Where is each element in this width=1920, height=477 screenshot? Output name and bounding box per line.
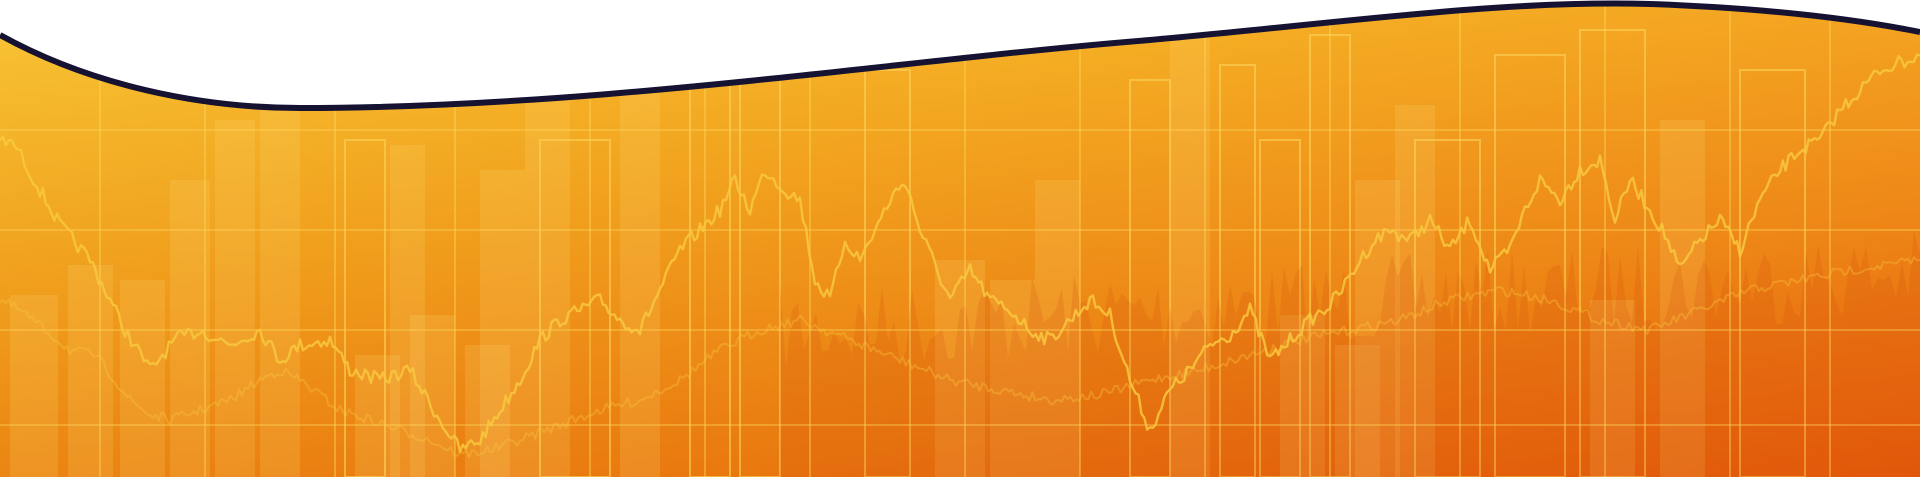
price-line	[0, 53, 1920, 453]
chart-bar	[390, 145, 425, 477]
chart-bar	[1219, 64, 1256, 477]
chart-bar	[1414, 139, 1481, 477]
chart-bar	[68, 265, 113, 477]
chart-bar	[260, 60, 300, 477]
chart-bar	[864, 69, 911, 477]
chart-bar	[1739, 69, 1806, 477]
chart-bar	[120, 280, 165, 477]
chart-bar	[990, 280, 1035, 477]
chart-bar	[1170, 30, 1210, 477]
chart-bar	[10, 295, 58, 477]
chart-bar	[1579, 29, 1646, 477]
chart-bar	[1335, 345, 1380, 477]
chart-bar	[215, 120, 255, 477]
chart-bar	[1129, 79, 1171, 477]
chart-bar	[170, 180, 210, 477]
chart-bar	[1494, 54, 1566, 477]
chart-bar	[525, 90, 570, 477]
chart-bar	[410, 315, 455, 477]
price-lines	[0, 53, 1920, 458]
wave-outline	[0, 0, 1920, 112]
price-line	[0, 256, 1920, 458]
chart-bar	[344, 139, 386, 477]
chart-bar	[1259, 139, 1301, 477]
background-spikes	[780, 230, 1920, 477]
chart-bar	[539, 139, 611, 477]
chart-bar	[935, 260, 985, 477]
chart-bar	[620, 60, 660, 477]
chart-bar	[1660, 120, 1705, 477]
